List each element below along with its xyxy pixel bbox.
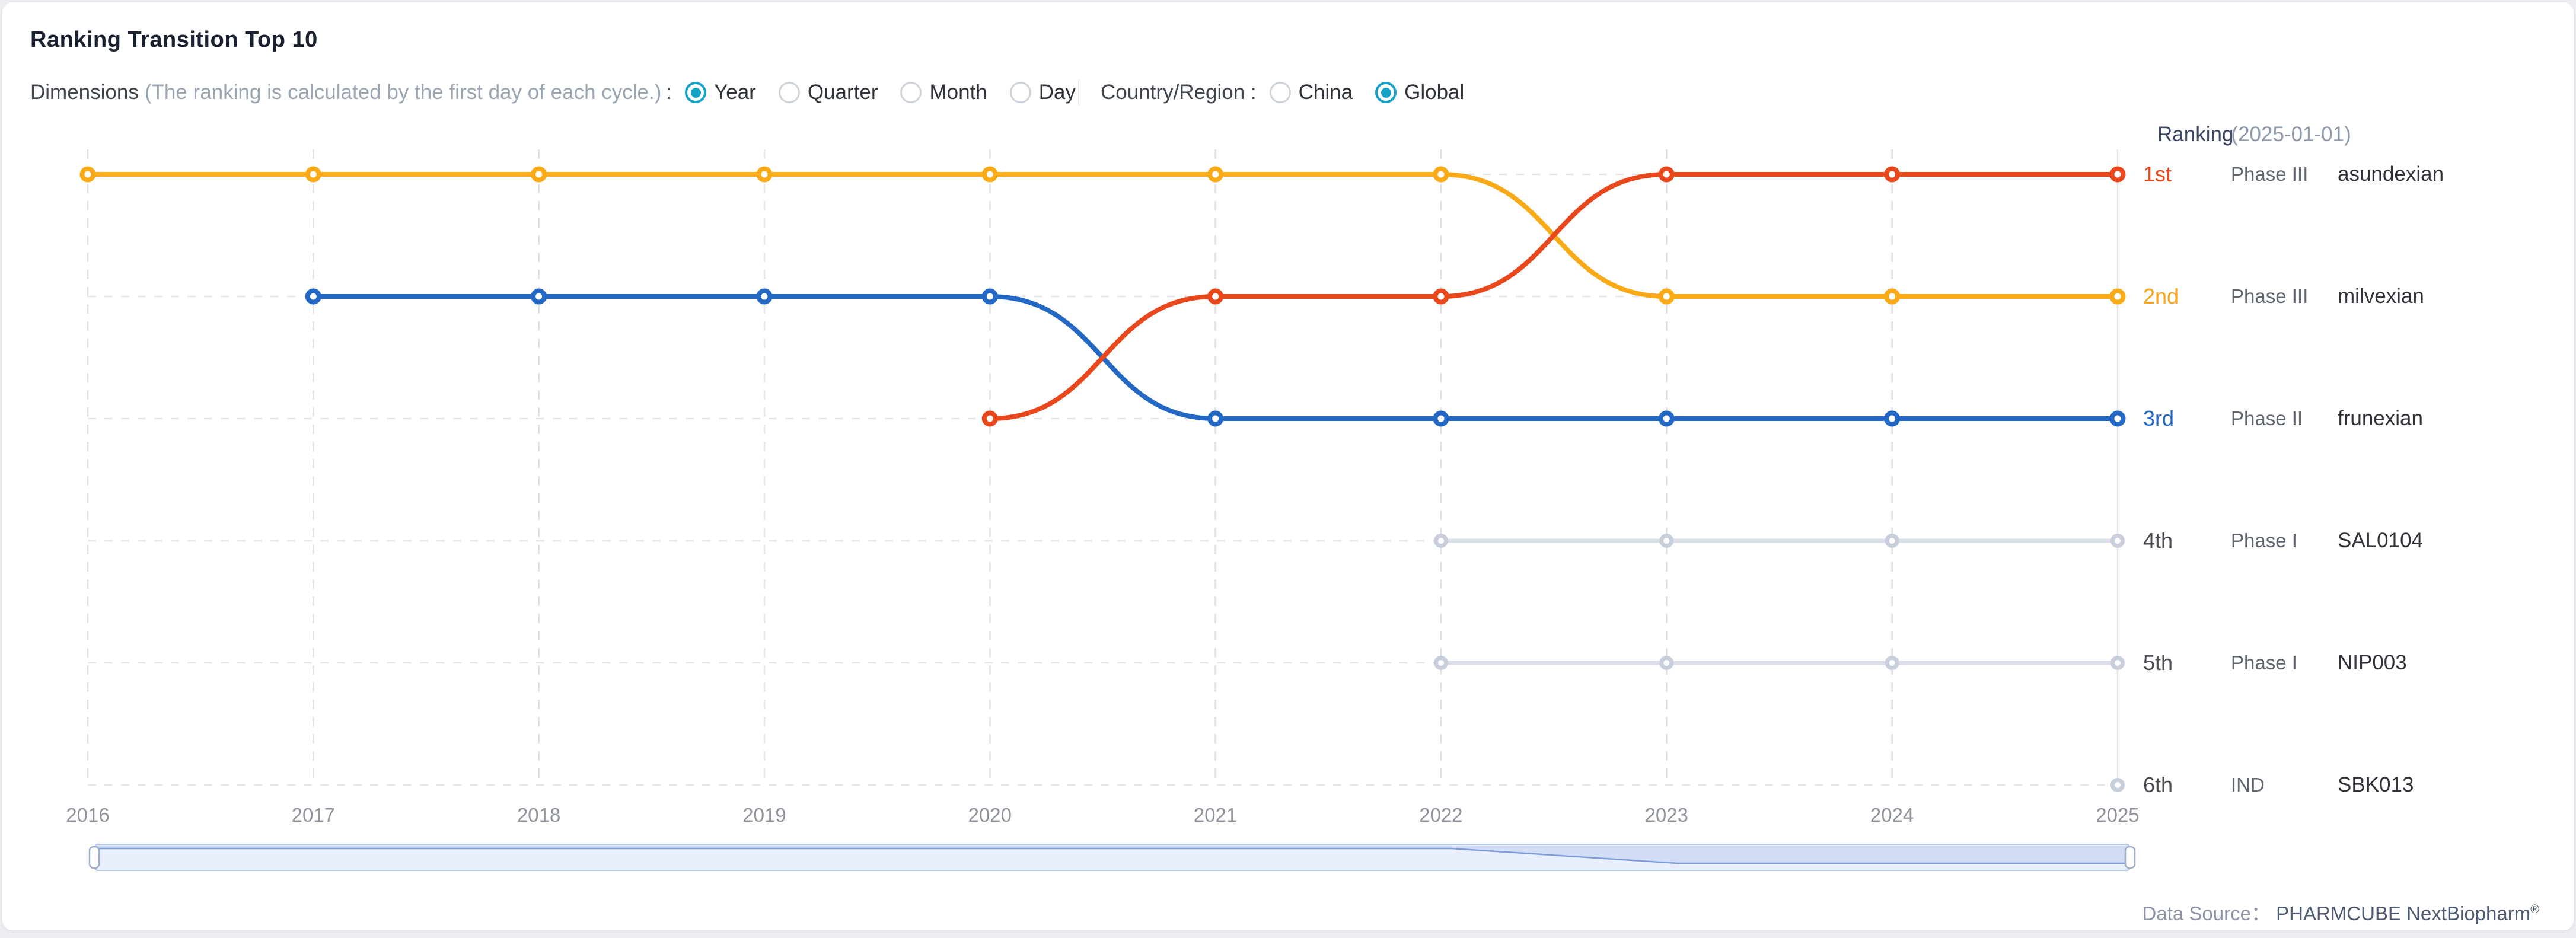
data-point-frunexian-2023[interactable] [1661, 413, 1672, 425]
data-point-milvexian-2019[interactable] [758, 169, 770, 180]
data-point-asundexian-2022[interactable] [1435, 291, 1446, 302]
x-axis-label-2019: 2019 [717, 804, 812, 827]
series-line-milvexian [88, 174, 2118, 296]
legend-rank-6th: 6th [2143, 769, 2226, 801]
legend-phase-frunexian: Phase II [2231, 403, 2332, 435]
data-point-frunexian-2024[interactable] [1886, 413, 1898, 425]
legend-name-frunexian[interactable]: frunexian [2338, 403, 2423, 435]
datazoom-handle-right[interactable] [2125, 847, 2135, 868]
x-axis-label-2020: 2020 [942, 804, 1037, 827]
legend-name-milvexian[interactable]: milvexian [2338, 280, 2424, 312]
data-point-frunexian-2025[interactable] [2112, 413, 2123, 425]
x-axis-label-2017: 2017 [266, 804, 361, 827]
x-axis-label-2016: 2016 [40, 804, 135, 827]
x-axis-label-2021: 2021 [1168, 804, 1263, 827]
data-point-SAL0104-2024[interactable] [1887, 536, 1897, 546]
data-point-frunexian-2022[interactable] [1435, 413, 1446, 425]
data-point-NIP003-2024[interactable] [1887, 658, 1897, 668]
legend-name-SAL0104[interactable]: SAL0104 [2338, 525, 2423, 557]
registered-mark: ® [2530, 903, 2539, 916]
x-axis-label-2025: 2025 [2070, 804, 2165, 827]
data-source-brand: PHARMCUBE NextBiopharm [2276, 902, 2530, 924]
legend-rank-2nd: 2nd [2143, 280, 2226, 312]
data-point-milvexian-2025[interactable] [2112, 291, 2123, 302]
legend-phase-milvexian: Phase III [2231, 280, 2332, 312]
data-point-milvexian-2022[interactable] [1435, 169, 1446, 180]
data-point-NIP003-2025[interactable] [2112, 658, 2122, 668]
data-point-milvexian-2021[interactable] [1210, 169, 1221, 180]
legend-title: Ranking [2157, 123, 2233, 146]
data-point-milvexian-2023[interactable] [1661, 291, 1672, 302]
data-point-frunexian-2019[interactable] [758, 291, 770, 302]
data-point-frunexian-2021[interactable] [1210, 413, 1221, 425]
data-point-asundexian-2023[interactable] [1661, 169, 1672, 180]
legend-rank-5th: 5th [2143, 647, 2226, 679]
data-point-SAL0104-2023[interactable] [1662, 536, 1672, 546]
data-point-milvexian-2020[interactable] [984, 169, 996, 180]
data-point-milvexian-2017[interactable] [308, 169, 319, 180]
data-point-milvexian-2016[interactable] [82, 169, 94, 180]
legend-header: Ranking(2025-01-01) [2157, 123, 2351, 146]
datazoom-handle-left[interactable] [90, 847, 99, 868]
data-source: Data Source： PHARMCUBE NextBiopharm® [2143, 898, 2539, 926]
legend-rank-3rd: 3rd [2143, 403, 2226, 435]
data-point-milvexian-2024[interactable] [1886, 291, 1898, 302]
legend-rank-1st: 1st [2143, 158, 2226, 190]
legend-phase-NIP003: Phase I [2231, 647, 2332, 679]
data-point-frunexian-2020[interactable] [984, 291, 996, 302]
data-point-asundexian-2021[interactable] [1210, 291, 1221, 302]
legend-phase-SBK013: IND [2231, 769, 2332, 801]
legend-phase-asundexian: Phase III [2231, 158, 2332, 190]
legend-date: (2025-01-01) [2231, 123, 2351, 146]
data-source-label: Data Source： [2143, 902, 2271, 924]
legend-name-NIP003[interactable]: NIP003 [2338, 647, 2407, 679]
data-point-asundexian-2024[interactable] [1886, 169, 1898, 180]
data-point-SBK013-2025[interactable] [2112, 780, 2122, 790]
x-axis-label-2022: 2022 [1394, 804, 1488, 827]
x-axis-label-2023: 2023 [1619, 804, 1714, 827]
legend-rank-4th: 4th [2143, 525, 2226, 557]
data-point-asundexian-2025[interactable] [2112, 169, 2123, 180]
legend-phase-SAL0104: Phase I [2231, 525, 2332, 557]
data-point-asundexian-2020[interactable] [984, 413, 996, 425]
legend-name-SBK013[interactable]: SBK013 [2338, 769, 2414, 801]
x-axis-label-2024: 2024 [1845, 804, 1940, 827]
data-point-NIP003-2023[interactable] [1662, 658, 1672, 668]
data-point-SAL0104-2022[interactable] [1436, 536, 1446, 546]
data-point-milvexian-2018[interactable] [533, 169, 544, 180]
data-point-NIP003-2022[interactable] [1436, 658, 1446, 668]
data-point-frunexian-2017[interactable] [308, 291, 319, 302]
legend-name-asundexian[interactable]: asundexian [2338, 158, 2444, 190]
data-point-SAL0104-2025[interactable] [2112, 536, 2122, 546]
data-point-frunexian-2018[interactable] [533, 291, 544, 302]
x-axis-label-2018: 2018 [492, 804, 586, 827]
